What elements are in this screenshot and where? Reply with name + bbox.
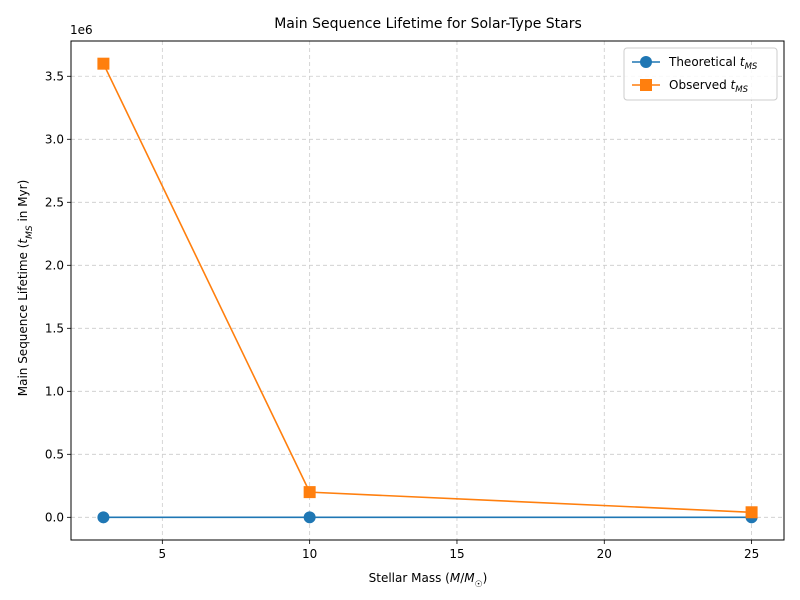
y-tick-label: 2.0 bbox=[45, 258, 64, 272]
legend-item: Observed tMS bbox=[632, 78, 749, 95]
ticks: 5 10 15 20 25 0.0 0.5 1.0 1.5 2.0 2.5 3.0 3.5 bbox=[45, 69, 759, 561]
y-tick-label: 1.0 bbox=[45, 384, 64, 398]
legend-label: Observed tMS bbox=[669, 78, 749, 95]
y-tick-label: 0.5 bbox=[45, 447, 64, 461]
y-tick-label: 1.5 bbox=[45, 321, 64, 335]
series-2 bbox=[97, 57, 758, 519]
y-tick-label: 3.5 bbox=[45, 69, 64, 83]
y-axis-label: Main Sequence Lifetime (tMS in Myr) bbox=[16, 180, 35, 397]
series-1 bbox=[97, 511, 758, 524]
plot-frame bbox=[70, 40, 785, 541]
legend-marker bbox=[640, 56, 652, 68]
y-tick-label: 2.5 bbox=[45, 195, 64, 209]
series-layer bbox=[97, 57, 758, 524]
grid bbox=[71, 41, 784, 540]
y-tick-label: 3.0 bbox=[45, 132, 64, 146]
data-point bbox=[303, 511, 316, 524]
x-tick-label: 25 bbox=[744, 547, 759, 561]
data-point bbox=[303, 486, 316, 499]
data-point bbox=[97, 511, 110, 524]
x-tick-label: 10 bbox=[302, 547, 317, 561]
x-tick-label: 20 bbox=[597, 547, 612, 561]
x-tick-label: 5 bbox=[159, 547, 167, 561]
legend-item: Theoretical tMS bbox=[632, 55, 758, 72]
legend: Theoretical tMS Observed tMS bbox=[623, 47, 778, 101]
data-point bbox=[97, 57, 110, 70]
x-axis-label: Stellar Mass (M/M☉) bbox=[369, 571, 488, 590]
legend-label: Theoretical tMS bbox=[668, 55, 758, 72]
legend-marker bbox=[640, 79, 652, 91]
legend-box bbox=[623, 47, 778, 101]
y-offset-label: 1e6 bbox=[70, 23, 93, 37]
chart-title: Main Sequence Lifetime for Solar-Type St… bbox=[274, 16, 582, 32]
data-point bbox=[745, 506, 758, 519]
y-tick-label: 0.0 bbox=[45, 510, 64, 524]
series-line bbox=[102, 63, 752, 514]
x-tick-label: 15 bbox=[449, 547, 464, 561]
